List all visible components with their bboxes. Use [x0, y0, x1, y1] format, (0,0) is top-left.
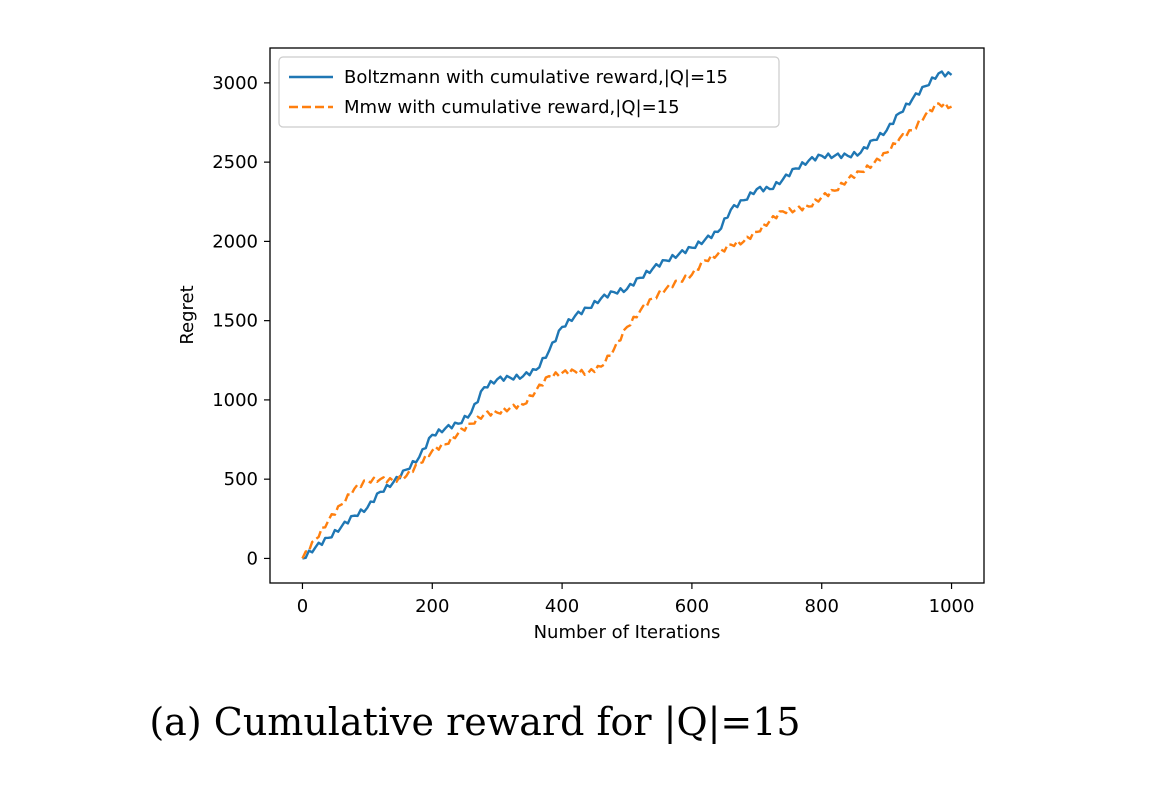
x-tick-label: 800: [805, 596, 839, 617]
legend-label-boltzmann: Boltzmann with cumulative reward,|Q|=15: [344, 67, 728, 88]
x-tick-label: 400: [545, 596, 579, 617]
y-tick-label: 1500: [212, 311, 258, 332]
y-tick-label: 3000: [212, 73, 258, 94]
series-line-mmw: [301, 101, 953, 559]
x-tick-label: 200: [415, 596, 449, 617]
y-axis: 0 500 1000 1500 2000 2500 3000: [212, 73, 270, 569]
legend: Boltzmann with cumulative reward,|Q|=15 …: [278, 56, 780, 128]
y-tick-label: 0: [247, 548, 258, 569]
y-tick-label: 2500: [212, 152, 258, 173]
series-line-boltzmann: [302, 70, 953, 560]
regret-chart: 0 200 400 600 800 1000 0 500 1000 1500 2000 2500 30…: [177, 47, 985, 643]
y-tick-label: 500: [224, 469, 258, 490]
x-tick-label: 1000: [929, 596, 975, 617]
y-tick-label: 2000: [212, 231, 258, 252]
legend-label-mmw: Mmw with cumulative reward,|Q|=15: [344, 97, 680, 118]
figure-caption: (a) Cumulative reward for |Q|=15: [149, 700, 801, 744]
x-axis: 0 200 400 600 800 1000: [297, 583, 975, 617]
legend-box: [278, 56, 780, 128]
x-tick-label: 600: [675, 596, 709, 617]
x-axis-label: Number of Iterations: [534, 622, 721, 643]
x-tick-label: 0: [297, 596, 308, 617]
y-axis-label: Regret: [177, 285, 198, 344]
y-tick-label: 1000: [212, 390, 258, 411]
plot-frame: [269, 47, 985, 584]
series-layer: [301, 70, 953, 560]
